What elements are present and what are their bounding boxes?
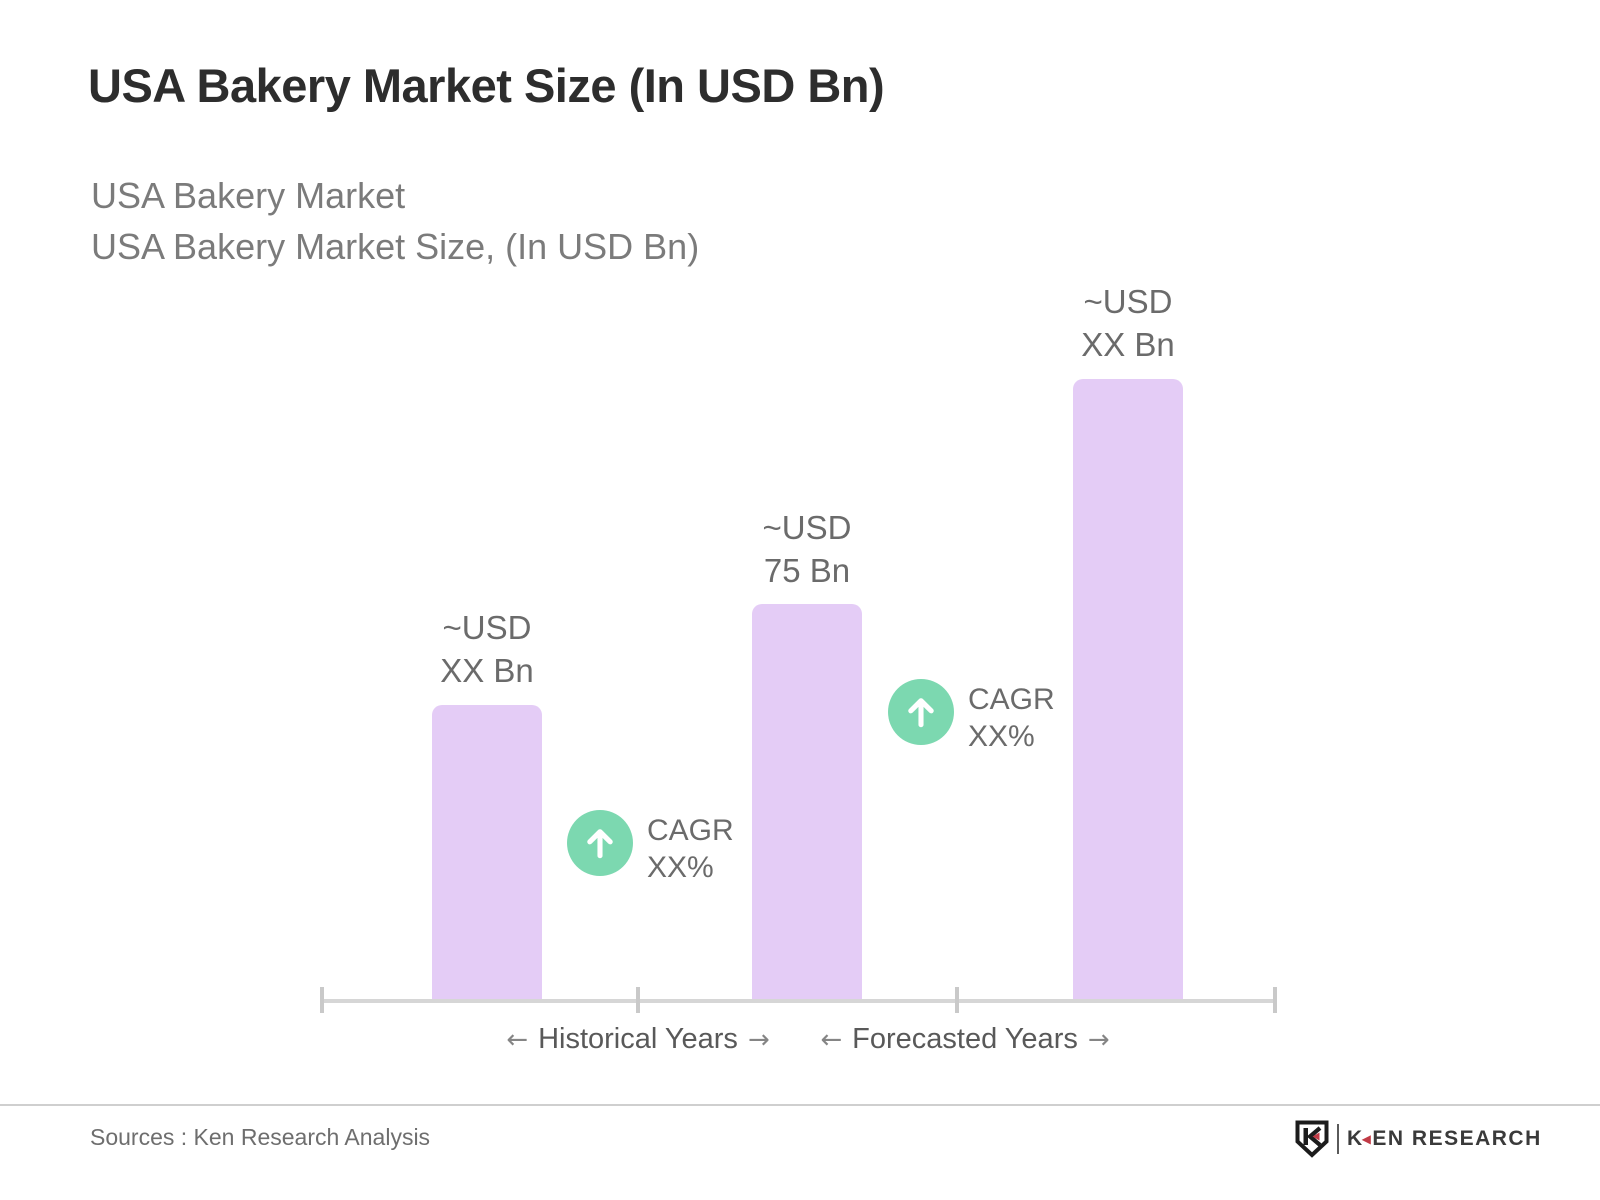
arrow-up-icon [587, 829, 613, 859]
x-axis-line [320, 999, 1277, 1003]
x-axis-tick-4 [1273, 987, 1277, 1013]
forecasted-years-label: Forecasted Years [852, 1023, 1078, 1055]
historical-years-label: Historical Years [538, 1023, 738, 1055]
arrow-left-icon: ← [506, 1024, 529, 1055]
footer-divider [0, 1104, 1600, 1106]
bar-value-label-2: ~USD 75 Bn [762, 509, 852, 589]
arrow-left-icon: ← [820, 1024, 843, 1055]
axis-range-label-historical: ← Historical Years → [506, 1023, 769, 1056]
cagr-badge-2: CAGR XX% [888, 679, 1055, 755]
sources-text: Sources : Ken Research Analysis [90, 1124, 431, 1150]
logo-divider [1337, 1124, 1339, 1154]
bar-forecast [1073, 379, 1183, 999]
chart-subtitle: USA Bakery Market USA Bakery Market Size… [91, 170, 699, 272]
arrow-right-icon: → [1087, 1024, 1110, 1055]
x-axis-tick-1 [320, 987, 324, 1013]
subtitle-line-1: USA Bakery Market [91, 175, 406, 216]
x-axis-tick-3 [955, 987, 959, 1013]
growth-circle [567, 810, 633, 876]
ken-research-shield-icon [1295, 1120, 1329, 1158]
ken-research-logo: K ◀ EN RESEARCH [1294, 1120, 1542, 1158]
cagr-badge-1: CAGR XX% [567, 810, 734, 886]
subtitle-line-2: USA Bakery Market Size, (In USD Bn) [91, 226, 700, 267]
growth-circle [888, 679, 954, 745]
logo-red-triangle-icon: ◀ [1361, 1132, 1373, 1146]
bar-historical-1 [432, 705, 542, 999]
bar-value-label-3: ~USD XX Bn [1081, 283, 1175, 363]
cagr-label-1: CAGR XX% [647, 814, 734, 884]
bar-value-label-1: ~USD XX Bn [440, 609, 534, 689]
bar-historical-2 [752, 604, 862, 999]
x-axis-tick-2 [636, 987, 640, 1013]
arrow-right-icon: → [747, 1024, 770, 1055]
page-title: USA Bakery Market Size (In USD Bn) [88, 59, 885, 112]
cagr-label-2: CAGR XX% [968, 683, 1055, 753]
axis-range-label-forecasted: ← Forecasted Years → [820, 1023, 1109, 1056]
arrow-up-icon [908, 698, 934, 728]
logo-text: K ◀ EN RESEARCH [1347, 1127, 1542, 1150]
